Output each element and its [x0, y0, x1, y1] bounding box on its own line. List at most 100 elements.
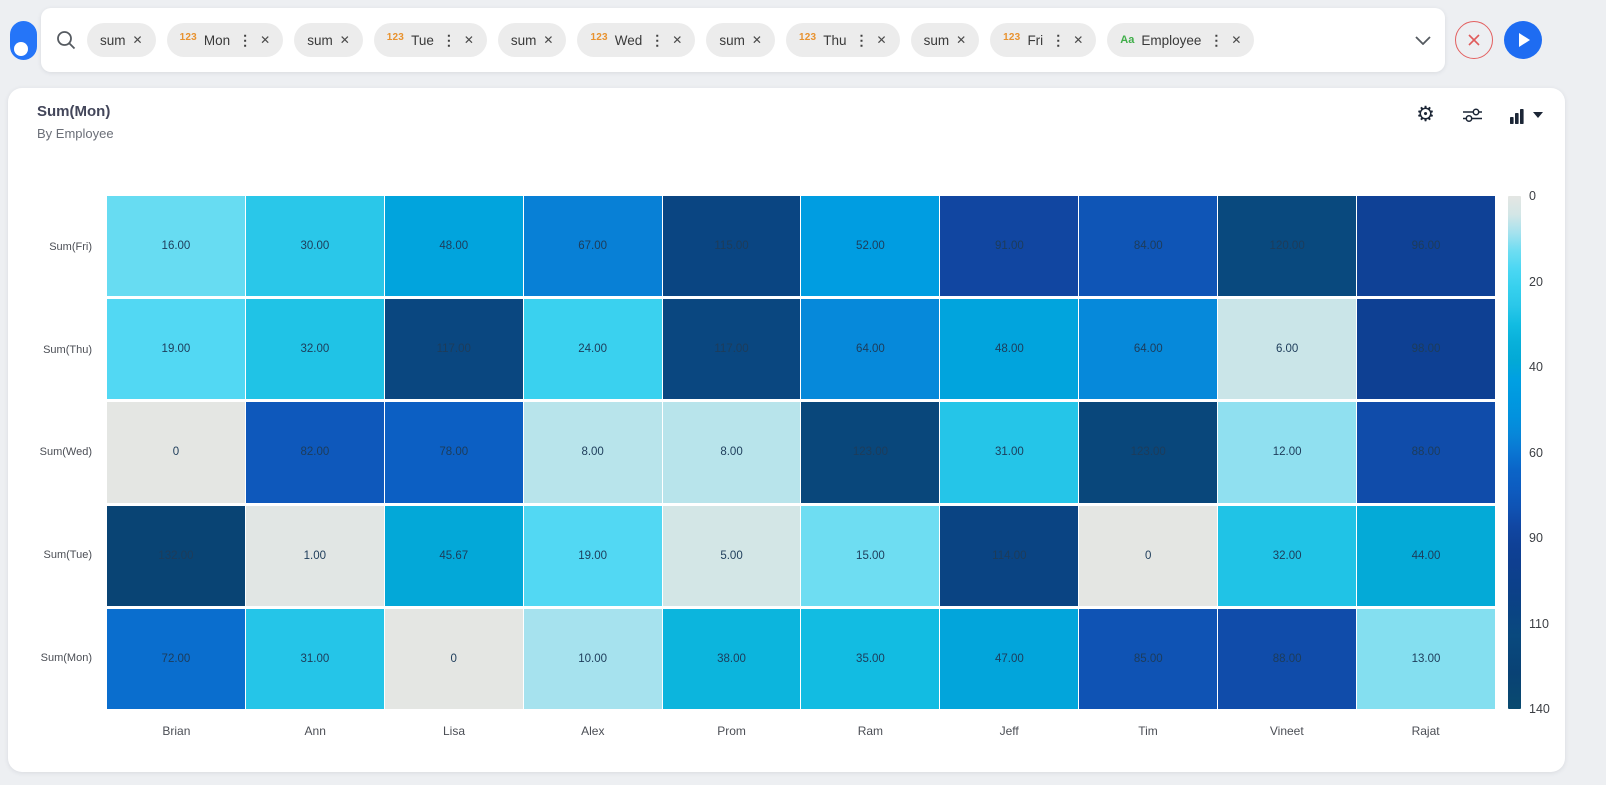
- heatmap-cell[interactable]: 123.00: [1079, 402, 1218, 503]
- heatmap-cell[interactable]: 52.00: [801, 196, 940, 297]
- heatmap-cell[interactable]: 0: [107, 402, 245, 503]
- heatmap-cell[interactable]: 88.00: [1218, 608, 1357, 709]
- heatmap-cell[interactable]: 0: [384, 608, 523, 709]
- heatmap-cell[interactable]: 31.00: [245, 608, 384, 709]
- chip-menu-icon[interactable]: ⋮: [1209, 32, 1224, 48]
- x-axis-label: Jeff: [999, 724, 1019, 738]
- app-logo-icon[interactable]: [10, 21, 37, 60]
- chip-menu-icon[interactable]: ⋮: [441, 32, 456, 48]
- filter-chip[interactable]: sum ✕: [497, 23, 567, 57]
- heatmap-cell[interactable]: 35.00: [801, 608, 940, 709]
- heatmap-cell[interactable]: 19.00: [107, 299, 245, 400]
- chip-label: Fri: [1027, 32, 1044, 48]
- filter-sliders-icon[interactable]: [1462, 106, 1483, 124]
- x-axis-label: Alex: [581, 724, 605, 738]
- heatmap-cell[interactable]: 0: [1079, 505, 1218, 606]
- heatmap-cell[interactable]: 48.00: [940, 299, 1079, 400]
- heatmap-cell[interactable]: 8.00: [662, 402, 801, 503]
- heatmap-cell[interactable]: 115.00: [662, 196, 801, 297]
- heatmap-cell[interactable]: 117.00: [384, 299, 523, 400]
- y-axis-labels: Sum(Fri) Sum(Thu) Sum(Wed) Sum(Tue) Sum(Mon): [8, 196, 100, 709]
- heatmap-cell[interactable]: 72.00: [107, 608, 245, 709]
- heatmap-cell[interactable]: 78.00: [384, 402, 523, 503]
- filter-chip[interactable]: Aa Employee ⋮ ✕: [1107, 23, 1255, 57]
- filter-chip[interactable]: sum ✕: [87, 23, 156, 57]
- filter-chip[interactable]: 123 Thu ⋮ ✕: [785, 23, 900, 57]
- heatmap-cell[interactable]: 85.00: [1079, 608, 1218, 709]
- filter-chip[interactable]: 123 Mon ⋮ ✕: [166, 23, 284, 57]
- heatmap-cell[interactable]: 120.00: [1218, 196, 1357, 297]
- filter-chip[interactable]: sum ✕: [910, 23, 980, 57]
- heatmap-cell[interactable]: 64.00: [801, 299, 940, 400]
- heatmap-grid: 16.00 30.00 48.00 67.00 115.00 52.00 91.00 84.0…: [107, 196, 1495, 709]
- heatmap-cell[interactable]: 10.00: [523, 608, 662, 709]
- heatmap-cell[interactable]: 1.00: [245, 505, 384, 606]
- heatmap-cell[interactable]: 123.00: [801, 402, 940, 503]
- x-axis-label: Vineet: [1269, 724, 1304, 738]
- heatmap-cell[interactable]: 24.00: [523, 299, 662, 400]
- chevron-down-icon[interactable]: [1415, 35, 1431, 45]
- chip-close-icon[interactable]: ✕: [339, 33, 350, 47]
- heatmap-cell[interactable]: 31.00: [940, 402, 1079, 503]
- chip-close-icon[interactable]: ✕: [1231, 33, 1242, 47]
- chip-menu-icon[interactable]: ⋮: [1051, 32, 1066, 48]
- heatmap-cell[interactable]: 16.00: [107, 196, 245, 297]
- settings-gear-icon[interactable]: ⚙: [1416, 103, 1435, 126]
- x-axis-labels: Brian Ann Lisa Alex Prom Ram Jeff Tim Vineet Raja…: [107, 724, 1495, 738]
- heatmap-cell[interactable]: 47.00: [940, 608, 1079, 709]
- heatmap-cell[interactable]: 64.00: [1079, 299, 1218, 400]
- chip-menu-icon[interactable]: ⋮: [238, 32, 253, 48]
- heatmap-cell[interactable]: 15.00: [801, 505, 940, 606]
- heatmap-cell[interactable]: 67.00: [523, 196, 662, 297]
- heatmap-cell[interactable]: 32.00: [245, 299, 384, 400]
- search-bar[interactable]: sum ✕ 123 Mon ⋮ ✕ sum ✕ 123 Tue ⋮ ✕ sum ✕ 123 Wed ⋮ ✕ sum ✕…: [41, 8, 1445, 72]
- chip-close-icon[interactable]: ✕: [132, 33, 143, 47]
- chip-close-icon[interactable]: ✕: [260, 33, 271, 47]
- chip-close-icon[interactable]: ✕: [463, 33, 474, 47]
- chip-label: Wed: [614, 32, 643, 48]
- heatmap-cell[interactable]: 19.00: [523, 505, 662, 606]
- chip-label: sum: [923, 32, 950, 48]
- heatmap-cell[interactable]: 88.00: [1357, 402, 1495, 503]
- y-axis-label: Sum(Thu): [43, 343, 92, 356]
- filter-chip[interactable]: 123 Fri ⋮ ✕: [990, 23, 1097, 57]
- heatmap-cell[interactable]: 32.00: [1218, 505, 1357, 606]
- chip-close-icon[interactable]: ✕: [956, 33, 967, 47]
- filter-chip[interactable]: sum ✕: [294, 23, 363, 57]
- filter-chip[interactable]: sum ✕: [706, 23, 775, 57]
- chart-type-selector[interactable]: [1510, 106, 1543, 124]
- colorbar-ticks: 0 20 40 60 90 110 140: [1529, 189, 1569, 716]
- heatmap-cell[interactable]: 91.00: [940, 196, 1079, 297]
- chip-menu-icon[interactable]: ⋮: [854, 32, 869, 48]
- chip-close-icon[interactable]: ✕: [751, 33, 762, 47]
- chip-close-icon[interactable]: ✕: [672, 33, 683, 47]
- heatmap-cell[interactable]: 12.00: [1218, 402, 1357, 503]
- heatmap-cell[interactable]: 30.00: [245, 196, 384, 297]
- heatmap-cell[interactable]: 84.00: [1079, 196, 1218, 297]
- chip-close-icon[interactable]: ✕: [876, 33, 887, 47]
- heatmap-cell[interactable]: 117.00: [662, 299, 801, 400]
- heatmap-cell[interactable]: 82.00: [245, 402, 384, 503]
- heatmap-cell[interactable]: 44.00: [1357, 505, 1495, 606]
- filter-chip[interactable]: 123 Tue ⋮ ✕: [373, 23, 487, 57]
- heatmap-cell[interactable]: 48.00: [384, 196, 523, 297]
- heatmap-cell[interactable]: 38.00: [662, 608, 801, 709]
- heatmap-cell[interactable]: 114.00: [940, 505, 1079, 606]
- chip-label: sum: [510, 32, 537, 48]
- heatmap-cell[interactable]: 13.00: [1357, 608, 1495, 709]
- chip-menu-icon[interactable]: ⋮: [650, 32, 665, 48]
- cancel-button[interactable]: [1455, 21, 1493, 59]
- heatmap-cell[interactable]: 96.00: [1357, 196, 1495, 297]
- filter-chip[interactable]: 123 Wed ⋮ ✕: [577, 23, 696, 57]
- chip-close-icon[interactable]: ✕: [543, 33, 554, 47]
- chip-close-icon[interactable]: ✕: [1073, 33, 1084, 47]
- number-type-icon: 123: [1003, 31, 1021, 43]
- run-button[interactable]: [1504, 21, 1542, 59]
- y-axis-label: Sum(Fri): [49, 241, 92, 254]
- heatmap-cell[interactable]: 45.67: [384, 505, 523, 606]
- heatmap-cell[interactable]: 8.00: [523, 402, 662, 503]
- heatmap-cell[interactable]: 5.00: [662, 505, 801, 606]
- heatmap-cell[interactable]: 132.00: [107, 505, 245, 606]
- heatmap-cell[interactable]: 6.00: [1218, 299, 1357, 400]
- heatmap-cell[interactable]: 98.00: [1357, 299, 1495, 400]
